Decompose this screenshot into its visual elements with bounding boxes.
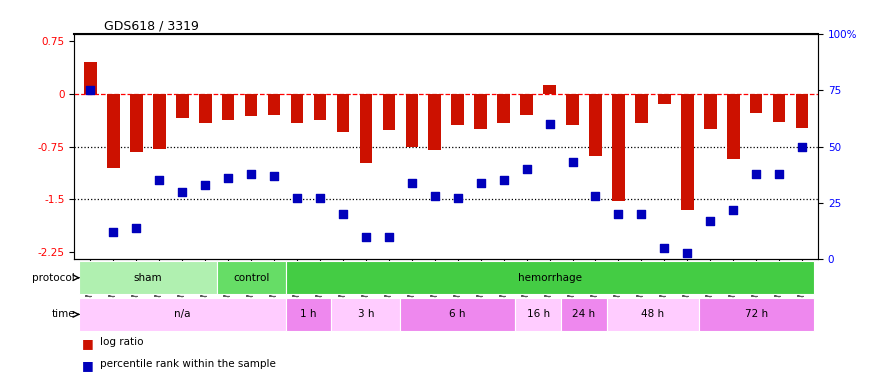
Point bbox=[290, 195, 304, 201]
Point bbox=[772, 171, 786, 177]
Text: 72 h: 72 h bbox=[745, 309, 767, 320]
Bar bbox=[612, 94, 625, 201]
Text: 48 h: 48 h bbox=[641, 309, 664, 320]
Point bbox=[152, 177, 166, 183]
Text: hemorrhage: hemorrhage bbox=[517, 273, 582, 283]
Point bbox=[612, 211, 626, 217]
Point bbox=[130, 225, 144, 231]
Point bbox=[795, 144, 809, 150]
Point bbox=[221, 175, 235, 181]
Text: GDS618 / 3319: GDS618 / 3319 bbox=[104, 20, 199, 33]
Bar bbox=[521, 94, 533, 115]
Bar bbox=[313, 94, 326, 120]
Bar bbox=[382, 94, 396, 130]
Bar bbox=[497, 94, 510, 123]
Point bbox=[405, 180, 419, 186]
Text: time: time bbox=[52, 309, 75, 320]
Bar bbox=[681, 94, 694, 210]
Point bbox=[657, 245, 671, 251]
Point bbox=[634, 211, 648, 217]
Text: 24 h: 24 h bbox=[572, 309, 596, 320]
Bar bbox=[429, 94, 441, 150]
Point bbox=[451, 195, 465, 201]
Bar bbox=[561, 298, 607, 331]
Point bbox=[589, 193, 603, 199]
Point bbox=[542, 121, 556, 127]
Bar bbox=[153, 94, 165, 148]
Text: percentile rank within the sample: percentile rank within the sample bbox=[101, 359, 276, 369]
Bar bbox=[217, 261, 285, 294]
Bar bbox=[285, 261, 814, 294]
Bar bbox=[360, 94, 372, 163]
Bar bbox=[452, 94, 464, 125]
Point bbox=[520, 166, 534, 172]
Bar bbox=[245, 94, 257, 116]
Bar bbox=[176, 94, 189, 118]
Bar bbox=[268, 94, 280, 115]
Point bbox=[497, 177, 511, 183]
Bar bbox=[290, 94, 304, 123]
Bar bbox=[130, 94, 143, 152]
Bar bbox=[589, 94, 602, 156]
Bar bbox=[199, 94, 212, 123]
Text: 3 h: 3 h bbox=[358, 309, 374, 320]
Point bbox=[83, 87, 97, 93]
Bar bbox=[795, 94, 808, 128]
Text: n/a: n/a bbox=[174, 309, 191, 320]
Bar bbox=[474, 94, 487, 129]
Point bbox=[336, 211, 350, 217]
Point bbox=[749, 171, 763, 177]
Point bbox=[680, 250, 694, 256]
Point bbox=[107, 230, 121, 236]
Point bbox=[704, 218, 717, 224]
Point bbox=[473, 180, 487, 186]
Text: sham: sham bbox=[134, 273, 162, 283]
Bar bbox=[704, 94, 717, 129]
Text: ■: ■ bbox=[82, 359, 94, 372]
Text: 1 h: 1 h bbox=[300, 309, 317, 320]
Point bbox=[313, 195, 327, 201]
Bar bbox=[515, 298, 561, 331]
Bar bbox=[107, 94, 120, 168]
Bar bbox=[607, 298, 699, 331]
Text: ■: ■ bbox=[82, 338, 94, 350]
Bar bbox=[332, 298, 401, 331]
Text: 6 h: 6 h bbox=[450, 309, 466, 320]
Point bbox=[175, 189, 189, 195]
Bar bbox=[543, 85, 556, 94]
Bar bbox=[285, 298, 332, 331]
Point bbox=[359, 234, 373, 240]
Point bbox=[382, 234, 396, 240]
Bar bbox=[566, 94, 579, 125]
Bar bbox=[401, 298, 515, 331]
Bar bbox=[84, 62, 97, 94]
Bar bbox=[727, 94, 739, 159]
Bar bbox=[79, 261, 217, 294]
Bar bbox=[405, 94, 418, 147]
Text: 16 h: 16 h bbox=[527, 309, 550, 320]
Text: control: control bbox=[233, 273, 270, 283]
Point bbox=[244, 171, 258, 177]
Point bbox=[199, 182, 213, 188]
Bar bbox=[750, 94, 762, 113]
Bar bbox=[222, 94, 234, 120]
Bar bbox=[337, 94, 349, 132]
Bar bbox=[773, 94, 786, 122]
Bar bbox=[79, 298, 285, 331]
Text: protocol: protocol bbox=[32, 273, 75, 283]
Point bbox=[726, 207, 740, 213]
Bar bbox=[658, 94, 670, 104]
Bar bbox=[635, 94, 648, 123]
Point bbox=[565, 159, 579, 165]
Text: log ratio: log ratio bbox=[101, 338, 144, 347]
Point bbox=[428, 193, 442, 199]
Bar bbox=[699, 298, 814, 331]
Point bbox=[267, 173, 281, 179]
